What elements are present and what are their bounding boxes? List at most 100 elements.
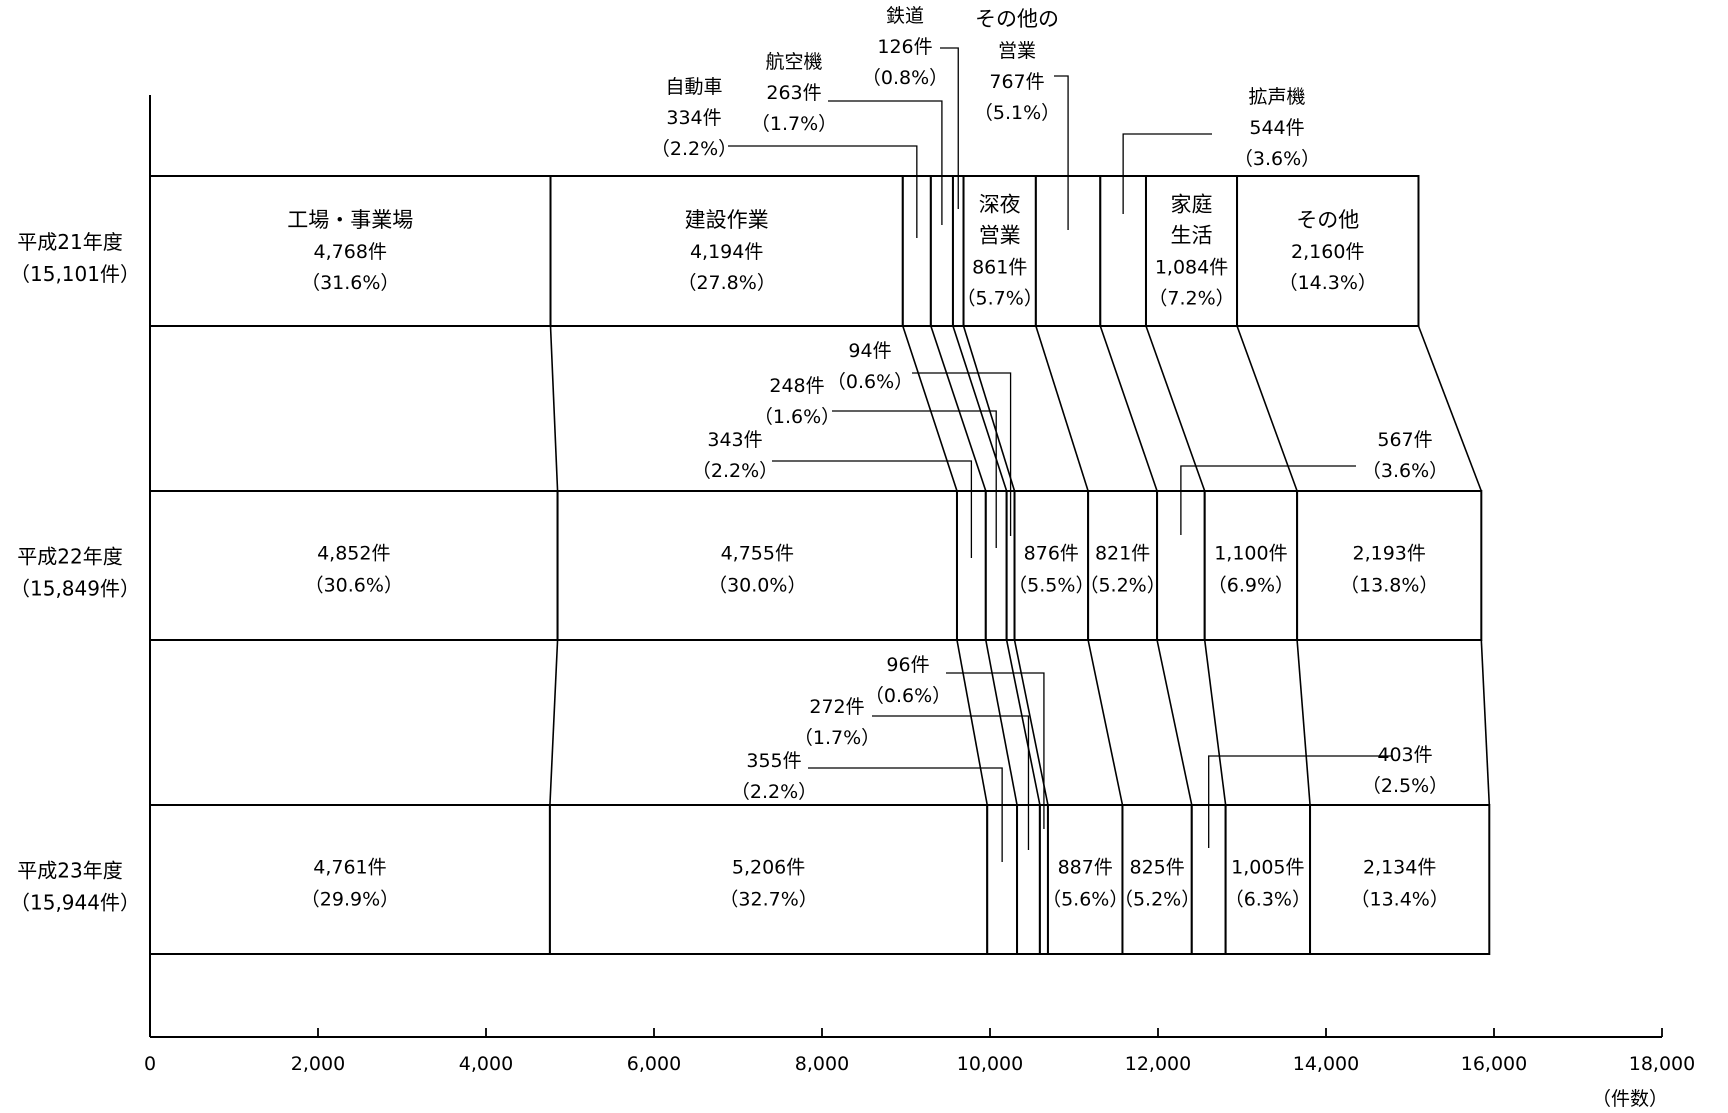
segment-pct-label: （5.2%） xyxy=(1114,889,1200,911)
segment-count-label: 876件 xyxy=(1024,543,1079,565)
bar-segment xyxy=(149,490,559,641)
x-tick-label: 4,000 xyxy=(459,1053,513,1075)
connector-line xyxy=(1087,639,1124,806)
callout-leader-line xyxy=(832,410,997,548)
segment-pct-label: （6.3%） xyxy=(1225,889,1311,911)
segment-pct-label: （32.7%） xyxy=(719,889,817,911)
callout-label: 544件 xyxy=(1249,117,1304,139)
connector-line xyxy=(952,325,1008,492)
segment-count-label: 1,005件 xyxy=(1231,857,1304,879)
segment-count-label: 1,084件 xyxy=(1155,257,1228,279)
callout-label: （1.7%） xyxy=(794,727,880,749)
segment-pct-label: （13.4%） xyxy=(1350,889,1448,911)
callout-label: 96件 xyxy=(886,654,929,676)
connector-line xyxy=(1156,639,1193,806)
segment-count-label: 825件 xyxy=(1129,857,1184,879)
callout-leader-line xyxy=(728,145,918,238)
callout-label: 272件 xyxy=(809,696,864,718)
callout-label: （3.6%） xyxy=(1362,460,1448,482)
callout-label: 航空機 xyxy=(765,51,822,73)
segment-count-label: 2,160件 xyxy=(1291,241,1364,263)
callout-label: 拡声機 xyxy=(1248,86,1305,108)
segment-count-label: 861件 xyxy=(972,257,1027,279)
segment-category-label: 家庭 xyxy=(1171,193,1213,217)
connector-line xyxy=(962,325,1016,492)
callout-leader-line xyxy=(1180,465,1356,535)
callout-label: （5.1%） xyxy=(974,102,1060,124)
bar-segment xyxy=(1296,490,1483,641)
connector-line xyxy=(1203,639,1227,806)
callout-label: 126件 xyxy=(877,36,932,58)
callout-leader-line xyxy=(912,372,1012,536)
callout-label: （0.6%） xyxy=(827,371,913,393)
segment-pct-label: （7.2%） xyxy=(1148,288,1234,310)
callout-label: 343件 xyxy=(707,429,762,451)
callout-label: （2.5%） xyxy=(1362,775,1448,797)
segment-category-label: 建設作業 xyxy=(685,208,769,232)
row-label-total: （15,849件） xyxy=(10,577,140,601)
bar-segment xyxy=(1013,490,1090,641)
x-tick-label: 18,000 xyxy=(1629,1053,1695,1075)
segment-category-label: 営業 xyxy=(979,224,1021,248)
x-tick-label: 12,000 xyxy=(1125,1053,1191,1075)
segment-pct-label: （13.8%） xyxy=(1340,575,1438,597)
bar-segment xyxy=(962,175,1037,327)
callout-leader-line xyxy=(872,715,1030,850)
connector-line xyxy=(1035,325,1089,492)
segment-pct-label: （31.6%） xyxy=(301,272,399,294)
callout-label: 403件 xyxy=(1377,744,1432,766)
connector-line xyxy=(985,639,1018,806)
callout-label: 自動車 xyxy=(665,76,722,98)
segment-count-label: 4,194件 xyxy=(690,241,763,263)
segment-count-label: 821件 xyxy=(1095,543,1150,565)
connector-line xyxy=(930,325,987,492)
connector-line xyxy=(549,325,559,492)
callout-label: （1.6%） xyxy=(754,406,840,428)
segment-category-label: 深夜 xyxy=(979,193,1021,217)
connector-line xyxy=(1013,639,1049,806)
x-tick-label: 2,000 xyxy=(291,1053,345,1075)
callout-label: （1.7%） xyxy=(751,113,837,135)
connector-line xyxy=(1145,325,1206,492)
segment-count-label: 4,761件 xyxy=(313,857,386,879)
x-tick-label: 0 xyxy=(144,1053,156,1075)
connector-line xyxy=(1236,325,1298,492)
bar-segment xyxy=(1087,490,1159,641)
callout-leader-line xyxy=(946,672,1045,829)
segment-count-label: 4,768件 xyxy=(314,241,387,263)
bar-segment xyxy=(1236,175,1420,327)
x-tick-label: 10,000 xyxy=(957,1053,1023,1075)
x-tick-label: 16,000 xyxy=(1461,1053,1527,1075)
segment-pct-label: （29.9%） xyxy=(301,889,399,911)
callout-label: その他の xyxy=(975,7,1059,31)
bar-segment xyxy=(1046,804,1124,955)
callout-leader-line xyxy=(1122,133,1212,214)
callout-label: （2.2%） xyxy=(692,460,778,482)
segment-count-label: 4,755件 xyxy=(721,543,794,565)
callout-label: 263件 xyxy=(766,82,821,104)
segment-count-label: 4,852件 xyxy=(317,543,390,565)
callout-label: 355件 xyxy=(746,750,801,772)
callout-leader-line xyxy=(940,47,959,209)
x-axis-unit-label: （件数） xyxy=(1592,1088,1668,1110)
segment-category-label: その他 xyxy=(1296,208,1359,232)
callout-leader-line xyxy=(1054,75,1069,230)
segment-pct-label: （30.6%） xyxy=(305,575,403,597)
callout-label: 鉄道 xyxy=(886,5,924,27)
callout-label: （2.2%） xyxy=(651,138,737,160)
segment-pct-label: （5.2%） xyxy=(1079,575,1165,597)
callout-label: （0.8%） xyxy=(862,67,948,89)
callout-label: （3.6%） xyxy=(1234,148,1320,170)
callout-label: （2.2%） xyxy=(731,781,817,803)
segment-count-label: 5,206件 xyxy=(732,857,805,879)
callout-leader-line xyxy=(808,767,1003,862)
callout-label: 94件 xyxy=(848,340,891,362)
connector-line xyxy=(956,639,989,806)
segment-category-label: 工場・事業場 xyxy=(287,208,413,232)
callout-leader-line xyxy=(1208,755,1393,848)
bar-segment xyxy=(1224,804,1312,955)
connector-line xyxy=(549,639,559,806)
bar-segment xyxy=(556,490,958,641)
row-label-year: 平成22年度 xyxy=(17,545,122,569)
connector-line xyxy=(1480,639,1491,806)
